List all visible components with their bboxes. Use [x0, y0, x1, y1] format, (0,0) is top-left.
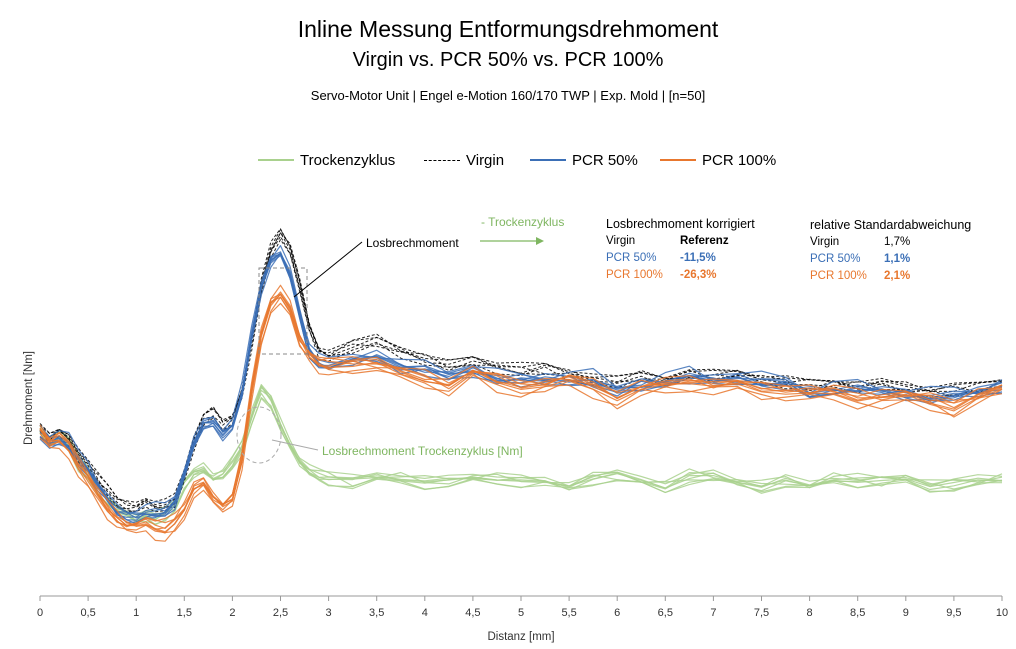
x-tick-label: 1: [133, 607, 139, 619]
x-tick-label: 8,5: [850, 607, 865, 619]
series-line-pcr-100-: [39, 294, 1003, 529]
series-line-pcr-100-: [39, 284, 1003, 530]
table2-label-pcr50: PCR 50%: [810, 253, 861, 265]
x-tick-label: 4,5: [465, 607, 480, 619]
table2-label-virgin: Virgin: [810, 236, 840, 248]
legend-item-virgin: Virgin: [424, 150, 504, 170]
x-tick-label: 10: [996, 607, 1008, 619]
legend-swatch-virgin: [424, 159, 460, 161]
legend-item-pcr100: PCR 100%: [660, 150, 776, 170]
chart-title-line2: Virgin vs. PCR 50% vs. PCR 100%: [352, 49, 664, 71]
annotation-minus-trockenzyklus: - Trockenzyklus: [481, 215, 565, 229]
table1-label-pcr100: PCR 100%: [606, 269, 663, 281]
table2-value-pcr100: 2,1%: [884, 270, 911, 282]
legend-label-virgin: Virgin: [466, 151, 505, 169]
legend-swatch-pcr100: [660, 159, 696, 161]
legend-item-pcr50: PCR 50%: [530, 150, 638, 170]
table2-header: relative Standardabweichung: [810, 218, 972, 232]
x-tick-label: 6,5: [658, 607, 673, 619]
x-tick-label: 7,5: [754, 607, 769, 619]
dry-peak-highlight: [236, 406, 282, 464]
x-tick-label: 3: [326, 607, 332, 619]
x-tick-label: 8: [807, 607, 813, 619]
x-tick-label: 0: [37, 607, 43, 619]
annotation-losbrechmoment: Losbrechmoment: [366, 236, 459, 250]
table1-value-pcr100: -26,3%: [680, 269, 717, 281]
legend-item-trockenzyklus: Trockenzyklus: [258, 150, 395, 170]
x-tick-label: 2,5: [273, 607, 288, 619]
losbrechmoment-leader: [293, 241, 363, 298]
y-axis-title: Drehmoment [Nm]: [23, 351, 35, 445]
series-line-pcr-50-: [39, 253, 1003, 515]
chart-title: Inline Messung Entformungsdrehmoment: [297, 16, 719, 42]
legend-label-pcr100: PCR 100%: [702, 151, 777, 169]
table1-value-virgin: Referenz: [680, 235, 729, 247]
series-line-trockenzyklus: [39, 397, 1003, 526]
table1-header: Losbrechmoment korrigiert: [606, 217, 755, 231]
x-tick-label: 2: [229, 607, 235, 619]
legend-swatch-trockenzyklus: [258, 159, 294, 161]
table2-value-virgin: 1,7%: [884, 236, 911, 248]
table1-label-pcr50: PCR 50%: [606, 252, 657, 264]
table2-value-pcr50: 1,1%: [884, 253, 911, 265]
x-tick-label: 7: [710, 607, 716, 619]
x-tick-label: 9: [903, 607, 909, 619]
peak-highlight-box: [258, 267, 308, 355]
series-line-virgin: [39, 239, 1003, 510]
series-line-pcr-100-: [39, 293, 1003, 528]
x-tick-label: 3,5: [369, 607, 384, 619]
annotation-losbrechmoment-trockenzyklus: Losbrechmoment Trockenzyklus [Nm]: [322, 444, 523, 458]
series-line-virgin: [39, 236, 1003, 513]
series-line-virgin: [39, 232, 1003, 509]
x-tick-label: 5,5: [561, 607, 576, 619]
x-tick-label: 0,5: [80, 607, 95, 619]
dry-peak-leader: [271, 439, 319, 451]
x-tick-label: 6: [614, 607, 620, 619]
legend-label-pcr50: PCR 50%: [572, 151, 638, 169]
series-line-pcr-100-: [39, 293, 1003, 534]
series-line-pcr-100-: [39, 291, 1003, 533]
table1-value-pcr50: -11,5%: [680, 252, 716, 264]
chart-subtitle: Servo-Motor Unit | Engel e-Motion 160/17…: [310, 88, 706, 103]
table2-label-pcr100: PCR 100%: [810, 270, 867, 282]
legend-label-trockenzyklus: Trockenzyklus: [300, 151, 396, 169]
x-tick-label: 9,5: [946, 607, 961, 619]
arrow-head: [536, 237, 544, 245]
x-tick-label: 5: [518, 607, 524, 619]
x-tick-label: 1,5: [177, 607, 192, 619]
series-line-trockenzyklus: [39, 385, 1003, 521]
legend-swatch-pcr50: [530, 159, 566, 161]
series-line-pcr-100-: [39, 296, 1003, 542]
x-tick-label: 4: [422, 607, 428, 619]
series-line-pcr-100-: [39, 302, 1003, 534]
table1-label-virgin: Virgin: [606, 235, 636, 247]
x-axis-title: Distanz [mm]: [487, 631, 554, 643]
series-line-virgin: [39, 228, 1003, 507]
